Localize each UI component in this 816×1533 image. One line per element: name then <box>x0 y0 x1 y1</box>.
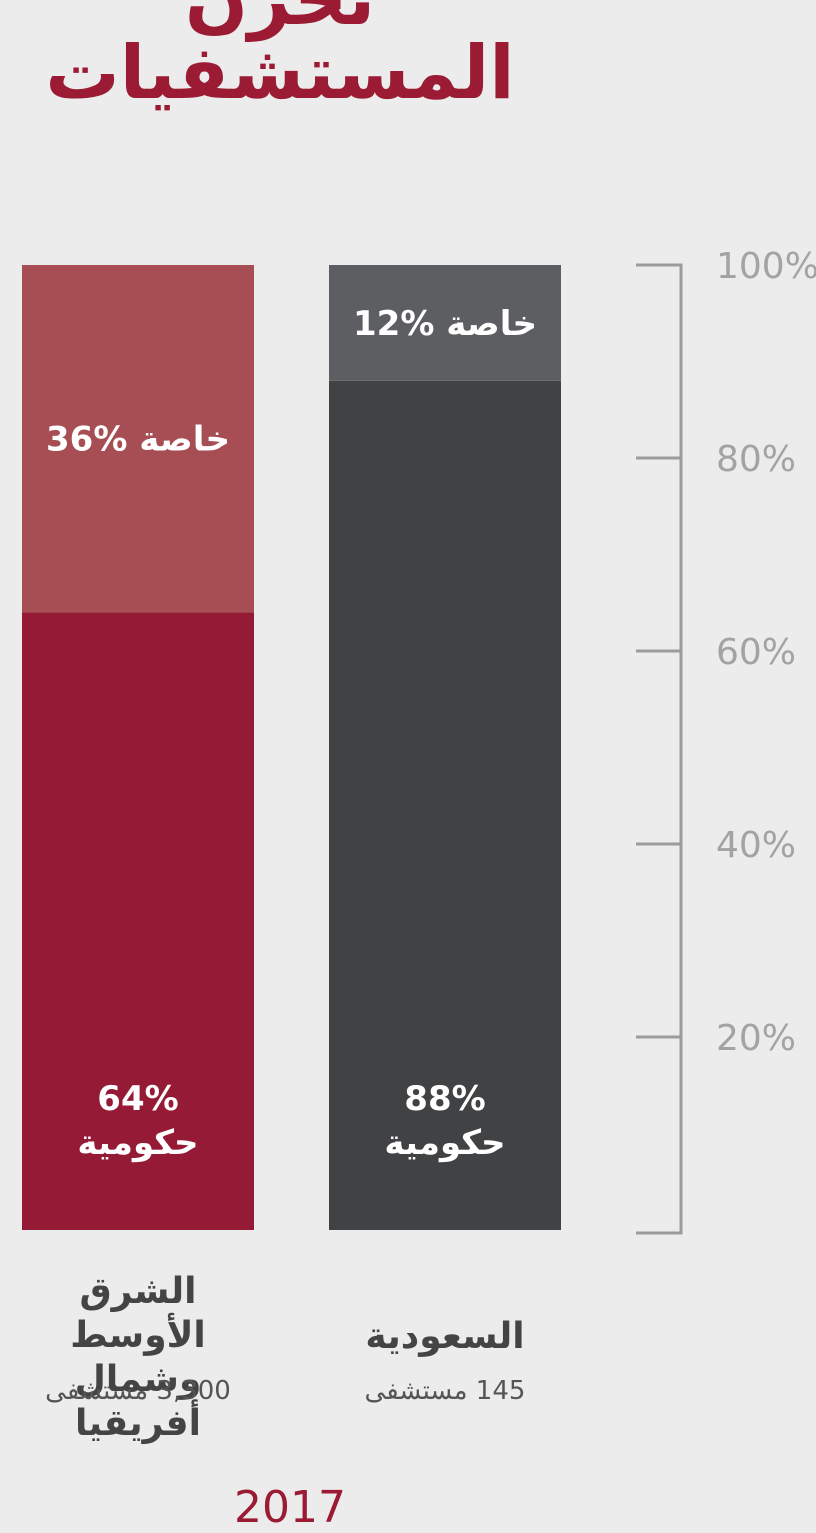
category-name-mena: الشرق الأوسط وشمال أفريقيا <box>18 1270 258 1446</box>
data-label-mena-government-0: 64% <box>97 1079 178 1119</box>
data-label-mena-private-0: 36% خاصة <box>46 420 230 460</box>
data-label-saudi-government-1: حكومية <box>384 1123 505 1163</box>
data-label-saudi-private-0: 12% خاصة <box>353 304 537 344</box>
y-tick-label-60: 60% <box>716 632 796 673</box>
bar-saudi-private <box>329 265 561 381</box>
bar-mena-government <box>22 612 254 1230</box>
bar-saudi-government <box>329 380 561 1230</box>
y-tick-label-80: 80% <box>716 439 796 480</box>
data-label-mena-government-1: حكومية <box>77 1123 198 1163</box>
category-count-saudi: 145 مستشفى <box>364 1376 526 1406</box>
data-label-saudi-government-0: 88% <box>404 1079 485 1119</box>
y-tick-label-100: 100% <box>716 246 816 287</box>
category-name-saudi-line-1: السعودية <box>365 1316 525 1357</box>
chart-title: نحرن المستشفيات <box>45 0 515 116</box>
category-name-saudi: السعودية <box>325 1315 565 1359</box>
bar-mena-private <box>22 265 254 613</box>
y-tick-label-40: 40% <box>716 825 796 866</box>
y-tick-label-20: 20% <box>716 1018 796 1059</box>
category-count-mena: 3,300 مستشفى <box>45 1376 231 1406</box>
category-name-mena-line-1: الشرق الأوسط <box>70 1271 206 1356</box>
category-name-mena-line-2: وشمال أفريقيا <box>74 1359 202 1444</box>
year-label: 2017 <box>234 1482 346 1533</box>
